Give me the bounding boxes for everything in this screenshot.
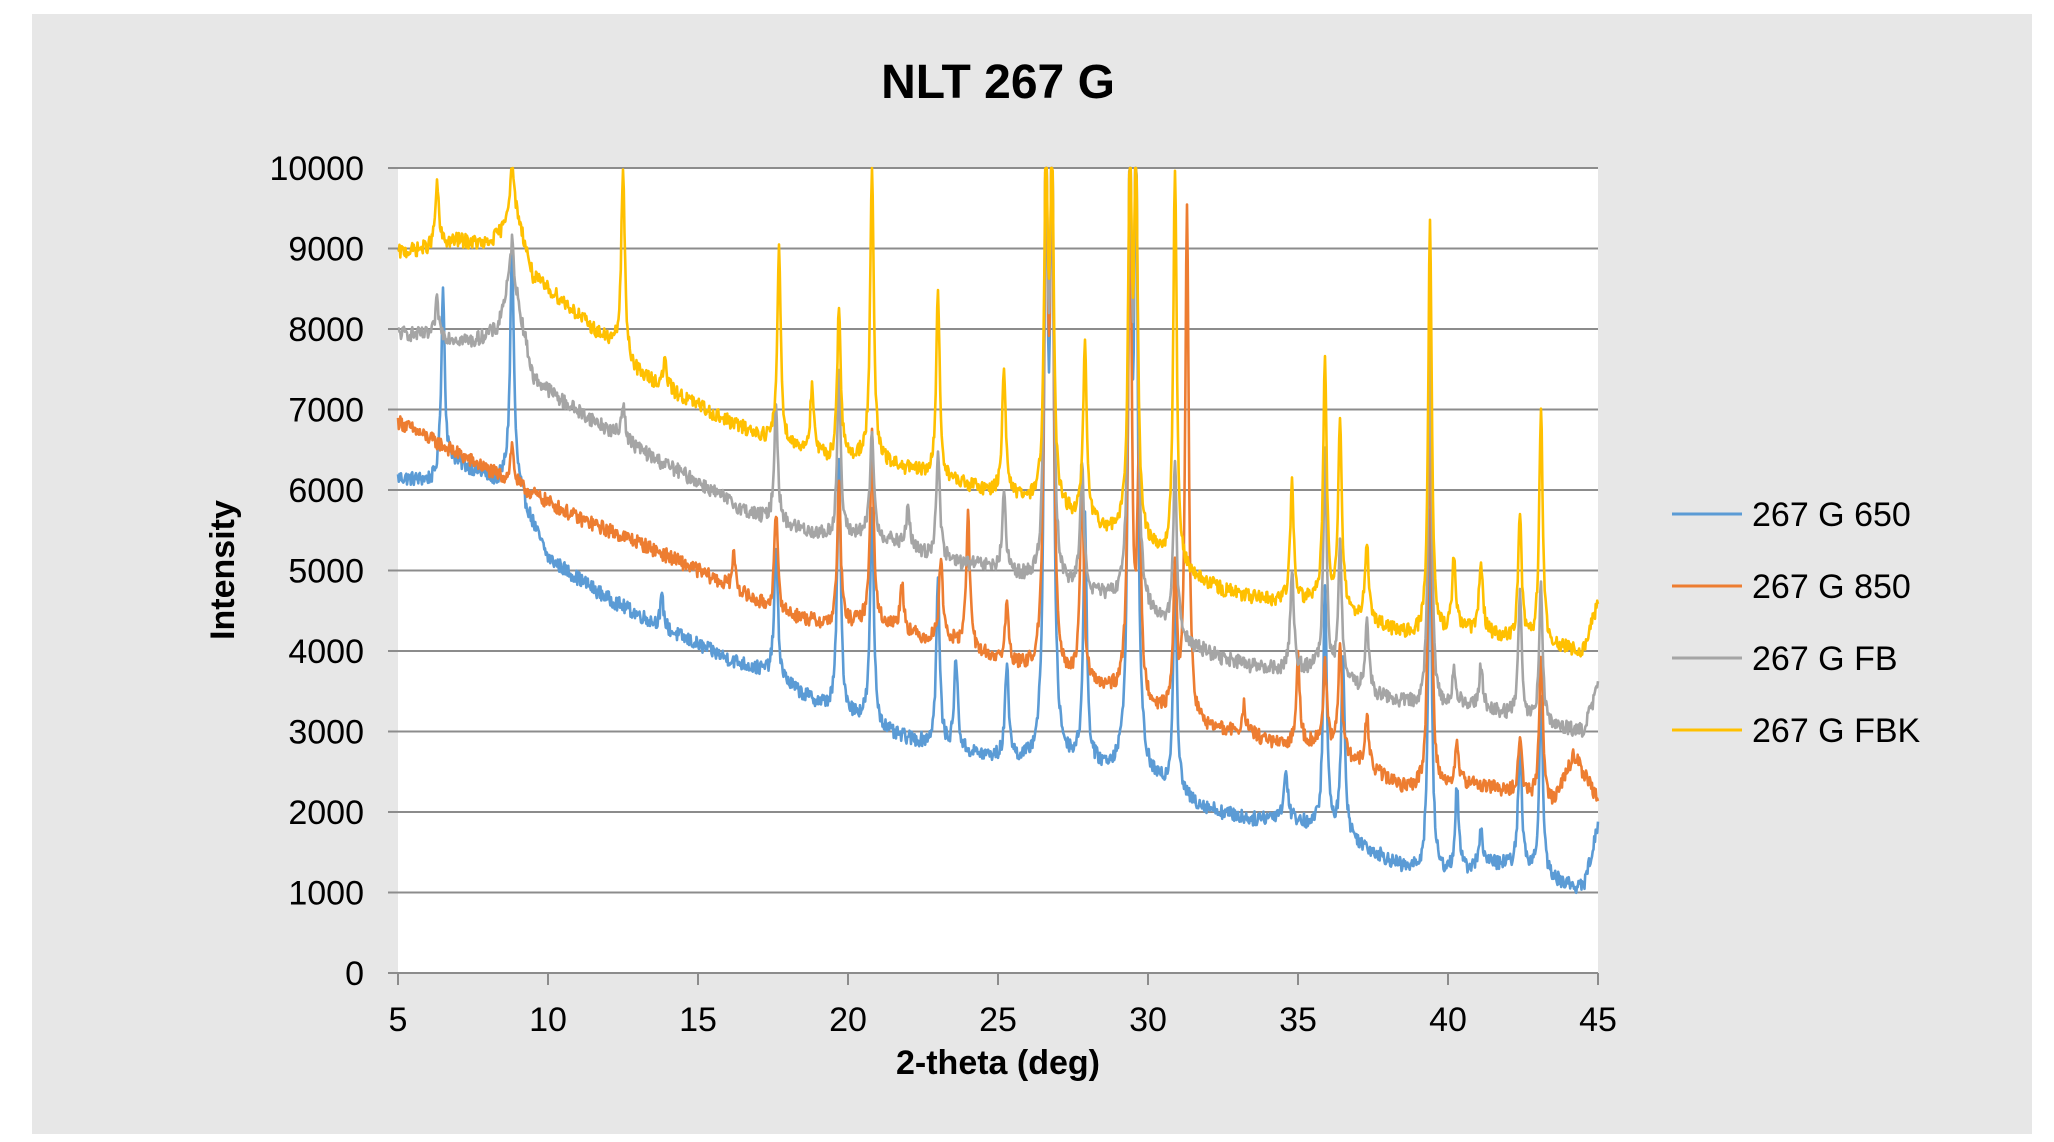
y-ticks: 0 1000 2000 3000 4000 5000 6000 7000 8000 9000 100… [269, 150, 398, 993]
x-tick-label: 25 [979, 1001, 1017, 1039]
legend-label: 267 G 850 [1752, 568, 1911, 606]
y-tick-label: 5000 [288, 553, 364, 591]
legend-label: 267 G FBK [1752, 712, 1921, 750]
series-line-267-g-fbk [396, 166, 1600, 658]
y-tick-label: 4000 [288, 633, 364, 671]
y-axis-title: Intensity [204, 500, 242, 640]
x-tick-label: 45 [1579, 1001, 1617, 1039]
y-tick-label: 2000 [288, 794, 364, 832]
y-tick-label: 0 [345, 955, 364, 993]
y-tick-label: 6000 [288, 472, 364, 510]
y-tick-label: 8000 [288, 311, 364, 349]
x-tick-label: 40 [1429, 1001, 1467, 1039]
y-tick-label: 9000 [288, 231, 364, 269]
x-tick-label: 5 [389, 1001, 408, 1039]
x-ticks: 5 10 15 20 25 30 35 40 45 [389, 973, 1617, 1039]
x-tick-label: 10 [529, 1001, 567, 1039]
y-tick-label: 1000 [288, 875, 364, 913]
x-tick-label: 20 [829, 1001, 867, 1039]
legend-label: 267 G 650 [1752, 496, 1911, 534]
xrd-line-chart: 5 10 15 20 25 30 35 40 45 0 1000 2000 3000 4000 5000 6… [204, 56, 1921, 1082]
legend: 267 G 650 267 G 850 267 G FB 267 G FBK [1672, 496, 1921, 750]
series-line-267-g-650 [396, 166, 1600, 895]
chart-panel: 5 10 15 20 25 30 35 40 45 0 1000 2000 3000 4000 5000 6… [32, 14, 2032, 1134]
y-tick-label: 3000 [288, 714, 364, 752]
legend-label: 267 G FB [1752, 640, 1898, 678]
y-tick-label: 7000 [288, 392, 364, 430]
x-tick-label: 35 [1279, 1001, 1317, 1039]
y-tick-label: 10000 [269, 150, 364, 188]
x-axis-title: 2-theta (deg) [896, 1044, 1100, 1082]
x-tick-label: 30 [1129, 1001, 1167, 1039]
series-line-267-g-850 [396, 166, 1600, 805]
chart-title: NLT 267 G [881, 56, 1115, 109]
series-layer [396, 166, 1600, 895]
series-line-267-g-fb [397, 166, 1600, 738]
x-tick-label: 15 [679, 1001, 717, 1039]
